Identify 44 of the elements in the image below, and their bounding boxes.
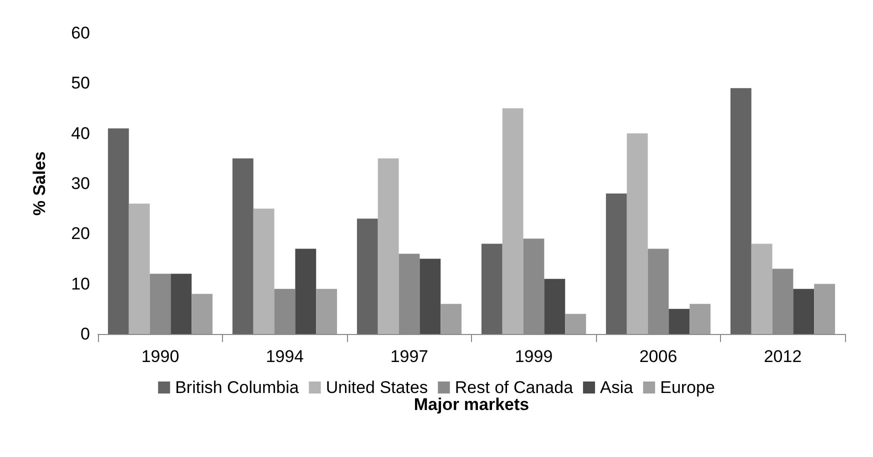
bar (690, 304, 711, 334)
y-tick-label: 0 (80, 324, 90, 344)
bar (192, 294, 213, 334)
bar (606, 194, 627, 334)
bar (814, 284, 836, 334)
bar (751, 244, 772, 334)
legend-label: Asia (600, 378, 634, 397)
x-tick-label: 1990 (141, 347, 180, 366)
bar (626, 133, 648, 334)
y-tick-label: 60 (71, 24, 90, 42)
bar (108, 128, 129, 334)
legend-label: Europe (660, 378, 715, 397)
bar (502, 108, 524, 334)
bar (440, 304, 462, 334)
bar (316, 288, 338, 334)
x-axis-title: Major markets (414, 395, 530, 414)
bar (170, 274, 192, 334)
legend-label: Rest of Canada (454, 378, 574, 397)
bar (793, 288, 814, 334)
x-tick-label: 1999 (514, 347, 553, 366)
y-tick-label: 20 (71, 224, 90, 244)
x-tick-label: 1997 (390, 347, 428, 366)
bar (295, 248, 316, 334)
y-tick-label: 50 (71, 74, 90, 93)
x-tick-label: 2006 (639, 347, 678, 366)
bar (356, 218, 378, 334)
bar (544, 278, 566, 334)
bar (730, 88, 752, 334)
bar (232, 158, 254, 334)
x-tick-label: 1994 (266, 347, 304, 366)
x-tick-label: 2012 (764, 347, 802, 366)
y-tick-label: 40 (71, 124, 90, 143)
legend-label: United States (326, 378, 428, 397)
bar (481, 244, 502, 334)
y-axis-title: % Sales (30, 151, 49, 216)
legend-label: British Columbia (175, 378, 300, 397)
bar (378, 158, 399, 334)
bar (420, 258, 441, 334)
y-tick-label: 10 (71, 274, 90, 294)
bar (565, 314, 586, 334)
y-tick-label: 30 (71, 174, 90, 193)
bar (128, 204, 150, 334)
bar (253, 208, 274, 334)
bar (668, 308, 690, 334)
